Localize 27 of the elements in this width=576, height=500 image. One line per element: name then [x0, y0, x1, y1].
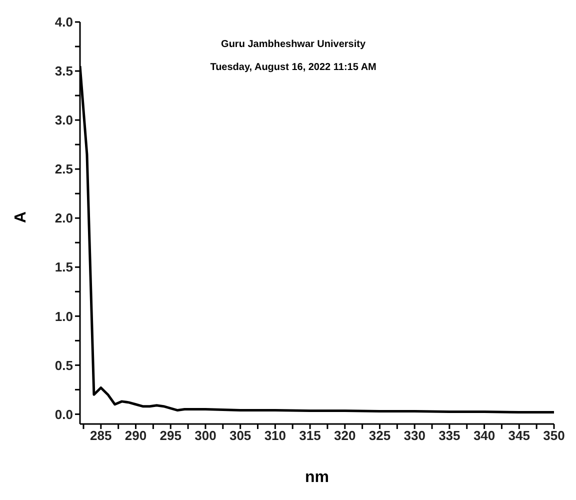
x-axis-title: nm: [305, 469, 329, 486]
x-tick-label: 345: [508, 428, 530, 444]
x-tick-label: 325: [368, 428, 391, 444]
x-tick-label: 335: [438, 428, 460, 444]
y-tick-label: 3.5: [54, 64, 73, 79]
y-axis-title: A: [12, 211, 30, 223]
x-tick-label: 315: [299, 428, 321, 444]
x-tick-label: 295: [160, 428, 182, 444]
x-tick-label: 285: [90, 428, 112, 444]
x-tick-label: 310: [264, 428, 286, 444]
y-tick-label: 2.0: [54, 210, 73, 226]
x-tick-label: 340: [473, 428, 496, 444]
y-tick-label: 0.5: [54, 358, 73, 373]
y-tick-label: 0.0: [54, 406, 73, 422]
y-tick-label: 3.0: [54, 112, 73, 128]
y-tick-label: 1.0: [54, 308, 73, 324]
annotation: Tuesday, August 16, 2022 11:15 AM: [210, 62, 376, 73]
x-tick-label: 300: [194, 428, 216, 444]
annotation: Guru Jambheshwar University: [221, 39, 366, 50]
x-tick-label: 305: [229, 428, 252, 444]
y-tick-label: 1.5: [54, 260, 73, 275]
x-tick-label: 330: [404, 428, 426, 444]
y-tick-label: 2.5: [54, 162, 73, 177]
x-tick-label: 320: [334, 428, 356, 444]
y-tick-label: 4.0: [54, 14, 73, 30]
x-tick-label: 290: [124, 428, 147, 444]
x-tick-label: 350: [543, 428, 565, 444]
